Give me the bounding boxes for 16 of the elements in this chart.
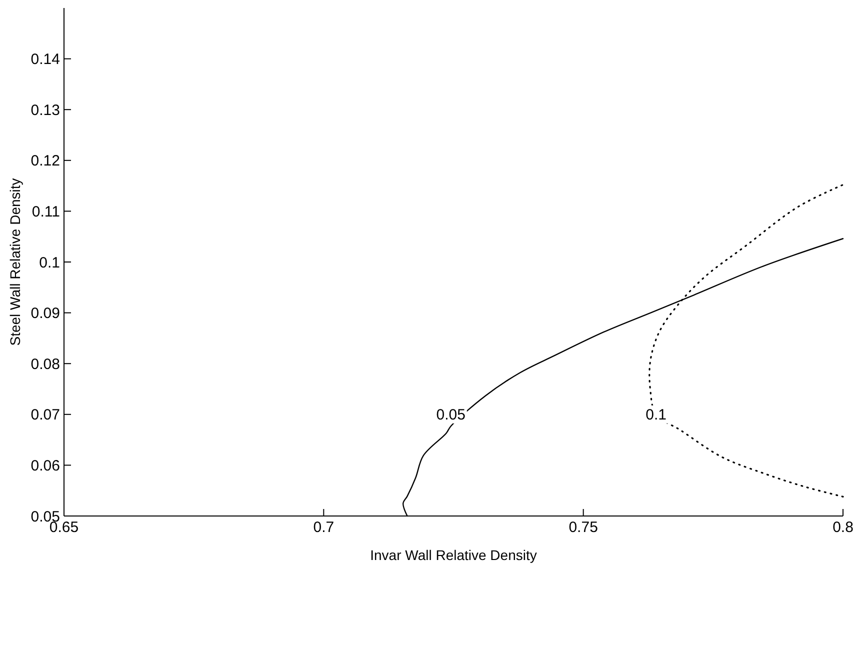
x-axis-title: Invar Wall Relative Density — [370, 547, 537, 563]
y-tick-label: 0.11 — [32, 203, 60, 220]
y-tick-label: 0.09 — [30, 305, 60, 322]
y-axis-title: Steel Wall Relative Density — [7, 178, 23, 346]
x-tick-label: 0.8 — [832, 519, 854, 536]
y-tick-label: 0.1 — [39, 254, 60, 272]
x-tick-label: 0.75 — [568, 519, 598, 536]
y-tick-label: 0.12 — [30, 152, 60, 170]
y-tick-label: 0.07 — [30, 406, 60, 424]
y-tick-label: 0.08 — [30, 356, 60, 373]
y-tick-label: 0.13 — [30, 102, 60, 119]
x-tick-label: 0.7 — [313, 519, 334, 536]
y-tick-label: 0.06 — [30, 457, 60, 474]
annotation: 0.05 — [436, 406, 466, 424]
y-tick-label: 0.14 — [30, 51, 60, 68]
annotation: 0.1 — [646, 406, 666, 424]
